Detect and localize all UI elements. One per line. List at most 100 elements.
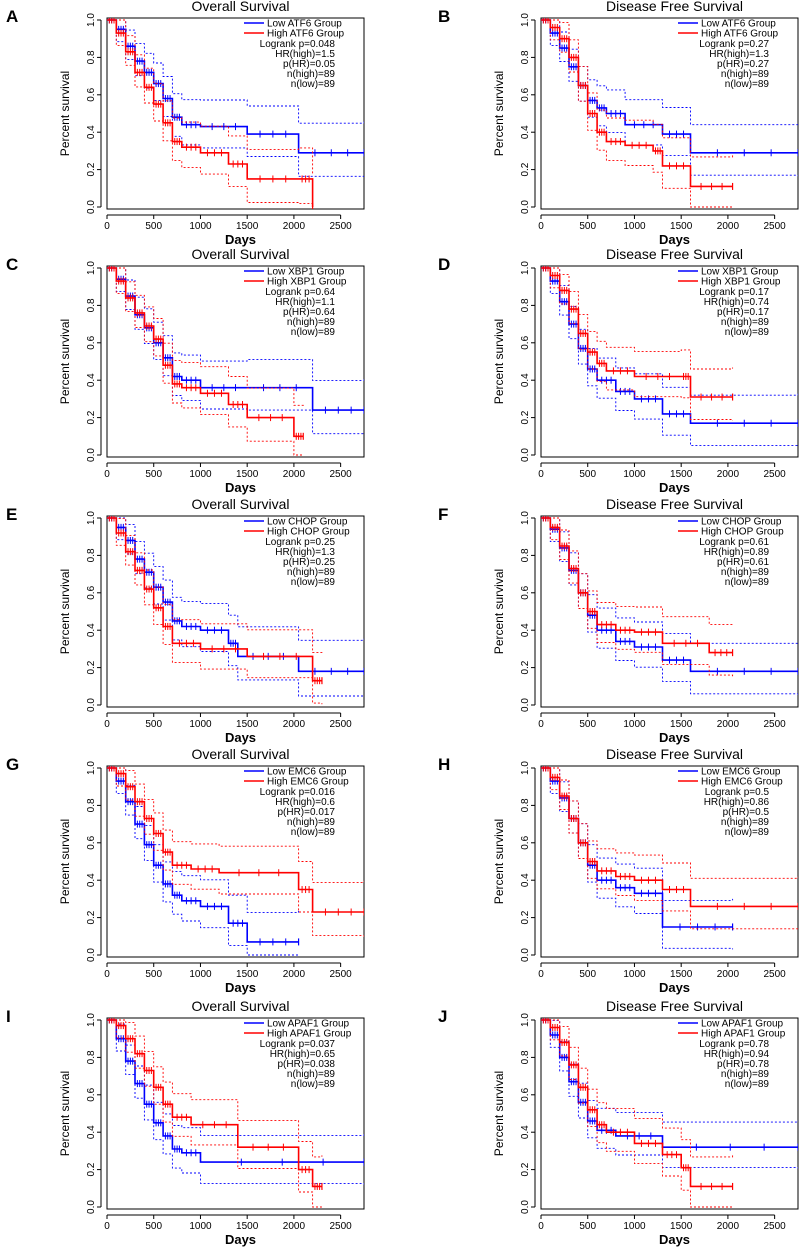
chart-title: Overall Survival — [191, 246, 289, 262]
x-tick-label: 2000 — [283, 469, 306, 480]
stat-line: n(low)=89 — [291, 577, 336, 588]
stat-line: n(high)=89 — [287, 69, 336, 80]
legend-label-low: Low ATF6 Group — [701, 19, 776, 30]
stat-line: p(HR)=0.038 — [277, 1059, 335, 1070]
stat-line: p(HR)=0.05 — [283, 59, 335, 70]
x-tick-label: 500 — [579, 221, 596, 232]
x-tick-label: 2000 — [283, 719, 306, 730]
plot-frame — [106, 17, 365, 210]
y-tick-label: 0.6 — [520, 585, 531, 599]
y-tick-label: 0.8 — [86, 50, 97, 64]
x-tick-label: 0 — [538, 969, 544, 980]
y-tick-label: 1.0 — [520, 13, 531, 27]
x-tick-label: 2000 — [717, 719, 740, 730]
x-tick-label: 2500 — [330, 221, 353, 232]
stat-line: n(low)=89 — [291, 327, 336, 338]
x-axis-label: Days — [659, 980, 690, 995]
x-tick-label: 2500 — [330, 969, 353, 980]
x-tick-label: 0 — [104, 469, 110, 480]
ci-upper-high — [107, 1019, 323, 1158]
x-tick-label: 1000 — [623, 719, 646, 730]
legend-label-high: High XBP1 Group — [267, 277, 347, 288]
y-tick-label: 0.4 — [520, 125, 531, 139]
y-tick-label: 1.0 — [86, 261, 97, 275]
legend-label-low: Low EMC6 Group — [267, 767, 347, 778]
panel-letter: B — [438, 7, 450, 26]
stat-line: HR(high)=0.6 — [275, 797, 335, 808]
y-axis-label: Percent survival — [58, 319, 72, 404]
y-tick-label: 0.6 — [86, 835, 97, 849]
y-tick-label: 0.8 — [520, 50, 531, 64]
y-axis-label: Percent survival — [58, 819, 72, 904]
stat-line: n(low)=89 — [725, 79, 770, 90]
plot-frame — [106, 265, 365, 458]
ci-upper-high — [541, 267, 734, 370]
x-tick-label: 500 — [579, 719, 596, 730]
survival-curve-high — [541, 19, 733, 188]
ci-upper-low — [107, 517, 364, 641]
ci-upper-low — [107, 267, 364, 382]
km-panel-a: A Overall Survival 0 500 1000 1500 2000 2500 0.0… — [6, 0, 365, 247]
y-tick-label: 0.6 — [86, 87, 97, 101]
x-tick-label: 1000 — [189, 1221, 212, 1232]
stat-line: Logrank p=0.78 — [699, 1039, 769, 1050]
y-axis-label: Percent survival — [492, 71, 506, 156]
stat-line: n(low)=89 — [291, 79, 336, 90]
km-panel-e: E Overall Survival 0 500 1000 1500 2000 2500 0.0… — [6, 496, 365, 745]
y-tick-label: 0.0 — [86, 948, 97, 962]
stat-line: Logrank p=0.64 — [265, 287, 335, 298]
km-panel-c: C Overall Survival 0 500 1000 1500 2000 2500 0.0… — [6, 246, 365, 495]
ci-lower-high — [107, 1019, 322, 1208]
panel-letter: G — [6, 755, 19, 774]
y-tick-label: 0.2 — [520, 162, 531, 176]
y-axis-label: Percent survival — [492, 569, 506, 654]
x-tick-label: 2500 — [330, 719, 353, 730]
y-tick-label: 0.0 — [520, 200, 531, 214]
x-tick-label: 0 — [538, 1221, 544, 1232]
x-tick-label: 2000 — [717, 221, 740, 232]
legend-label-low: Low CHOP Group — [267, 517, 348, 528]
x-tick-label: 1500 — [670, 969, 693, 980]
stat-line: n(low)=89 — [725, 577, 770, 588]
y-tick-label: 0.4 — [86, 623, 97, 637]
legend-label-high: High ATF6 Group — [267, 29, 345, 40]
stat-line: Logrank p=0.61 — [699, 537, 769, 548]
y-tick-label: 0.0 — [520, 1200, 531, 1214]
stat-line: n(low)=89 — [725, 1079, 770, 1090]
stat-line: n(high)=89 — [287, 317, 336, 328]
legend-label-high: High ATF6 Group — [701, 29, 779, 40]
legend-label-low: Low XBP1 Group — [267, 267, 345, 278]
km-panel-j: J Disease Free Survival 0 500 1000 1500 2000 25… — [438, 998, 799, 1247]
stat-line: n(high)=89 — [287, 1069, 336, 1080]
y-tick-label: 0.2 — [86, 162, 97, 176]
ci-upper-high — [541, 767, 798, 879]
ci-upper-high — [107, 767, 364, 883]
stat-line: p(HR)=0.61 — [717, 557, 769, 568]
plot-frame — [106, 1017, 365, 1210]
stat-line: p(HR)=0.64 — [283, 307, 335, 318]
chart-title: Disease Free Survival — [606, 246, 743, 262]
x-tick-label: 2500 — [764, 719, 787, 730]
stat-line: p(HR)=0.27 — [717, 59, 769, 70]
panel-letter: E — [6, 505, 17, 524]
ci-upper-high — [107, 517, 323, 654]
x-axis-label: Days — [225, 730, 256, 745]
y-axis-label: Percent survival — [492, 1071, 506, 1156]
y-tick-label: 0.6 — [86, 1087, 97, 1101]
x-tick-label: 0 — [538, 221, 544, 232]
stat-line: p(HR)=0.25 — [283, 557, 335, 568]
x-axis-label: Days — [225, 232, 256, 247]
y-tick-label: 0.4 — [86, 1125, 97, 1139]
ci-lower-low — [541, 767, 734, 950]
y-tick-label: 0.2 — [86, 1162, 97, 1176]
legend-label-high: High EMC6 Group — [267, 777, 349, 788]
survival-curve-high — [107, 1019, 322, 1188]
stat-line: p(HR)=0.5 — [723, 807, 770, 818]
ci-lower-high — [541, 517, 734, 677]
panel-letter: H — [438, 755, 450, 774]
km-panel-b: B Disease Free Survival 0 500 1000 1500 2000 25… — [438, 0, 799, 247]
ci-lower-low — [541, 267, 798, 447]
x-tick-label: 1000 — [189, 221, 212, 232]
x-tick-label: 1500 — [236, 719, 259, 730]
x-tick-label: 1500 — [236, 969, 259, 980]
